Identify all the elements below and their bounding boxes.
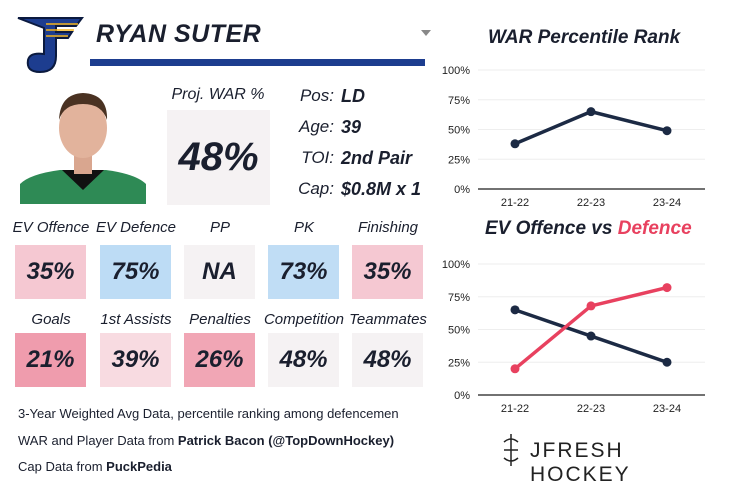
y-tick-label: 75% [448, 95, 470, 107]
tile-label: Penalties [189, 311, 251, 328]
series-line [514, 109, 668, 146]
chart-title-ev: EV Offence vs Defence [485, 218, 692, 240]
data-point [586, 301, 596, 311]
footer-source-war: WAR and Player Data from Patrick Bacon (… [18, 433, 394, 448]
title-defence: Defence [617, 218, 692, 239]
y-tick-label: 50% [448, 325, 470, 337]
brand-name: JFRESH HOCKEY [530, 439, 631, 486]
info-label: TOI: [301, 148, 334, 167]
x-tick-label: 22-23 [577, 403, 605, 415]
info-value: LD [341, 86, 365, 106]
source-text: Cap Data from [18, 459, 107, 474]
info-value: 2nd Pair [341, 148, 413, 168]
metric-tile: 48% [352, 333, 423, 387]
footer-source-cap: Cap Data from PuckPedia [18, 459, 172, 474]
x-tick-label: 23-24 [653, 197, 681, 209]
metric-tile: 21% [15, 333, 86, 387]
y-tick-label: 50% [448, 125, 470, 137]
x-tick-label: 23-24 [653, 403, 681, 415]
player-name: RYAN SUTER [96, 20, 262, 48]
metric-tile: 35% [352, 245, 423, 299]
info-label: Age: [299, 117, 334, 136]
metric-tile: 73% [268, 245, 339, 299]
data-point [510, 305, 520, 315]
tile-label: PK [293, 219, 314, 236]
tile-label: Finishing [357, 219, 419, 236]
tile-label: EV Defence [95, 219, 177, 236]
y-tick-label: 100% [442, 259, 470, 271]
tile-label: EV Offence [12, 219, 90, 236]
proj-war-label: Proj. WAR % [171, 86, 265, 103]
metric-tile: 35% [15, 245, 86, 299]
info-value: $0.8M x 1 [341, 179, 422, 199]
info-label: Pos: [299, 86, 334, 105]
data-point [662, 283, 672, 293]
source-name: Patrick Bacon (@TopDownHockey) [177, 433, 395, 448]
blues-logo-icon [17, 17, 84, 74]
y-tick-label: 75% [448, 292, 470, 304]
chart-title-war: WAR Percentile Rank [488, 27, 681, 48]
jfresh-logo-icon [503, 434, 519, 466]
source-name: PuckPedia [106, 459, 172, 474]
tile-label: Goals [31, 311, 71, 328]
data-point [662, 357, 672, 367]
title-offence: EV Offence vs [485, 218, 618, 239]
source-text: WAR and Player Data from [18, 433, 178, 448]
data-point [510, 364, 520, 374]
player-photo [20, 78, 146, 204]
info-label: Cap: [298, 179, 334, 198]
x-tick-label: 21-22 [501, 403, 529, 415]
tile-label: Teammates [349, 311, 427, 328]
tile-label: PP [209, 219, 230, 236]
data-point [510, 139, 520, 149]
data-point [662, 126, 672, 136]
proj-war-value: 48% [167, 110, 270, 205]
y-tick-label: 100% [442, 65, 470, 77]
data-point [586, 331, 596, 341]
metric-tile: NA [184, 245, 255, 299]
metric-tile: 39% [100, 333, 171, 387]
tile-label: Competition [263, 311, 345, 328]
tile-label: 1st Assists [100, 311, 172, 328]
metric-tile: 26% [184, 333, 255, 387]
dropdown-caret-icon[interactable] [421, 30, 431, 36]
x-tick-label: 22-23 [577, 197, 605, 209]
metric-tile: 75% [100, 245, 171, 299]
footer-note: 3-Year Weighted Avg Data, percentile ran… [18, 406, 399, 421]
metric-tile: 48% [268, 333, 339, 387]
data-point [586, 107, 596, 117]
title-underline [90, 59, 425, 66]
y-tick-label: 0% [454, 184, 470, 196]
y-tick-label: 25% [448, 154, 470, 166]
y-tick-label: 0% [454, 390, 470, 402]
x-tick-label: 21-22 [501, 197, 529, 209]
info-value: 39 [341, 117, 362, 137]
series-line [513, 285, 668, 371]
y-tick-label: 25% [448, 357, 470, 369]
